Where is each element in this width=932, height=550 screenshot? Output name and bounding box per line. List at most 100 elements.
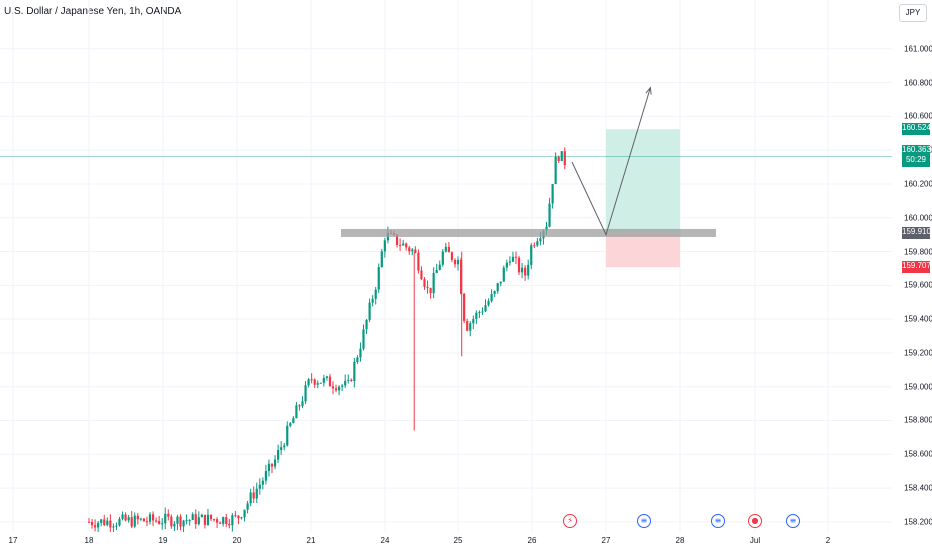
candle-body [441, 251, 444, 265]
y-tick-label: 160.200 [904, 179, 932, 189]
candle-body [234, 515, 237, 517]
candle-body [484, 305, 487, 312]
candle-body [481, 311, 484, 313]
candle-body [87, 521, 91, 523]
price-chart[interactable] [0, 0, 892, 532]
candle-body [420, 270, 423, 280]
candle-body [365, 319, 368, 330]
currency-button[interactable]: JPY [899, 4, 927, 22]
candle-body [103, 519, 106, 526]
candle-body [521, 267, 524, 273]
candle-body [356, 357, 359, 362]
y-tick-label: 158.400 [904, 483, 932, 493]
x-tick-label: 26 [527, 536, 537, 545]
x-tick-label: 18 [84, 536, 94, 545]
lightning-icon[interactable]: ⚡ [563, 514, 577, 528]
candle-body [362, 329, 365, 349]
candle-body [545, 226, 548, 231]
x-tick-label: Jul [749, 536, 761, 545]
y-tick-label: 161.000 [904, 44, 932, 54]
x-tick-label: 21 [306, 536, 316, 545]
candle-body [463, 293, 466, 321]
candle-body [307, 379, 310, 386]
candle-body [325, 376, 328, 378]
candle-body [264, 471, 267, 481]
candle-body [286, 425, 289, 446]
candle-body [112, 526, 115, 528]
candle-body [240, 517, 243, 519]
candle-body [353, 361, 356, 381]
current-price: 160.363 [902, 145, 931, 155]
candle-body [493, 291, 496, 294]
y-tick-label: 158.600 [904, 449, 932, 459]
x-tick-label: 27 [601, 536, 611, 545]
candle-body [200, 514, 203, 518]
candle-body [539, 238, 542, 242]
candle-body [554, 156, 557, 185]
y-tick-label: 159.400 [904, 314, 932, 324]
candle-body [188, 519, 191, 521]
candle-body [267, 463, 271, 472]
candle-body [426, 286, 429, 288]
candles [87, 147, 566, 532]
key-level-band[interactable] [341, 228, 716, 237]
candle-body [170, 516, 173, 527]
candle-body [273, 459, 277, 467]
candle-body [478, 312, 481, 314]
stop-zone[interactable] [606, 232, 680, 268]
target-price-label: 160.524 [902, 123, 931, 136]
candle-body [191, 514, 194, 520]
candle-body [331, 386, 335, 389]
candle-body [411, 249, 414, 252]
candle-body [151, 514, 155, 521]
candle-body [341, 385, 344, 387]
candle-body [173, 523, 176, 527]
us-flag-icon[interactable]: ≡ [637, 514, 651, 528]
projection-path[interactable] [571, 87, 651, 237]
candle-body [368, 302, 371, 320]
candle-body [97, 522, 100, 528]
candle-body [511, 256, 515, 262]
candle-body [530, 245, 533, 265]
stop-price-label: 159.707 [902, 261, 931, 274]
candle-body [216, 519, 219, 523]
candle-body [517, 257, 521, 273]
x-tick-label: 25 [453, 536, 463, 545]
candle-body [228, 524, 231, 526]
x-tick-label: 19 [158, 536, 168, 545]
us-flag-icon[interactable]: ≡ [786, 514, 800, 528]
candle-body [405, 243, 408, 248]
candle-body [225, 517, 228, 525]
candle-body [197, 517, 200, 525]
candle-body [237, 515, 240, 519]
candle-body [432, 273, 435, 294]
candle-body [246, 503, 249, 510]
candle-body [161, 523, 164, 525]
y-tick-label: 160.600 [904, 111, 932, 121]
target-zone[interactable] [606, 129, 680, 233]
candle-body [435, 269, 438, 274]
candle-body [182, 520, 185, 527]
candle-body [524, 267, 527, 276]
candle-body [423, 279, 426, 287]
candle-body [283, 445, 286, 448]
candle-body [298, 405, 301, 407]
candle-body [334, 388, 338, 391]
candle-body [414, 249, 417, 253]
candle-body [249, 492, 252, 504]
us-flag-icon[interactable]: ≡ [711, 514, 725, 528]
candle-body [301, 401, 304, 407]
dot-event-icon[interactable]: ● [748, 514, 762, 528]
y-tick-label: 159.000 [904, 382, 932, 392]
candle-body [133, 515, 136, 527]
candle-body [438, 264, 441, 270]
candle-body [328, 376, 332, 387]
y-tick-label: 160.000 [904, 213, 932, 223]
time-axis[interactable]: 17 18 19 20 21 24 25 26 27 28 Jul 2 [0, 532, 892, 550]
candle-body [557, 156, 560, 161]
candle-body [100, 519, 103, 523]
y-tick-label: 159.800 [904, 247, 932, 257]
candle-body [453, 259, 457, 265]
candle-body [280, 447, 283, 450]
candle-body [106, 520, 109, 526]
